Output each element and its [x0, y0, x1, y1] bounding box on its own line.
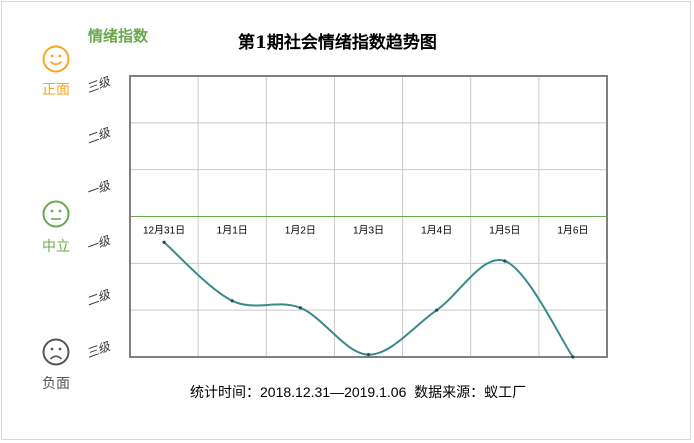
frown-icon	[42, 338, 70, 366]
data-point	[366, 353, 371, 357]
data-point	[162, 240, 166, 244]
data-point	[503, 259, 507, 263]
x-tick-label: 12月31日	[143, 225, 185, 237]
chart-title: 第1期社会情绪指数趋势图	[238, 33, 437, 53]
neutral-label: 中立	[42, 238, 70, 254]
period-label: 统计时间：	[190, 384, 260, 400]
positive-label: 正面	[42, 81, 70, 97]
index-name-label: 情绪指数	[88, 28, 149, 45]
data-point	[435, 308, 439, 312]
plot-area	[129, 75, 608, 358]
x-tick-label: 1月3日	[353, 225, 384, 237]
period-value: 2018.12.31—2019.1.06	[260, 384, 407, 400]
x-tick-label: 1月4日	[421, 225, 452, 237]
data-point	[298, 306, 302, 310]
source-label: 数据来源：	[414, 384, 485, 400]
x-tick-label: 1月6日	[557, 225, 588, 237]
x-tick-label: 1月1日	[217, 225, 248, 237]
data-point	[230, 299, 234, 303]
negative-label: 负面	[42, 375, 70, 391]
smile-icon	[42, 45, 70, 73]
x-tick-label: 1月2日	[285, 225, 316, 237]
series-line	[163, 241, 574, 358]
source-value: 蚁工厂	[484, 384, 527, 400]
data-point	[571, 355, 575, 359]
x-tick-label: 1月5日	[489, 225, 520, 237]
footer: 统计时间：2018.12.31—2019.1.06 数据来源：蚁工厂	[190, 382, 526, 402]
neutral-face-icon	[42, 200, 70, 228]
